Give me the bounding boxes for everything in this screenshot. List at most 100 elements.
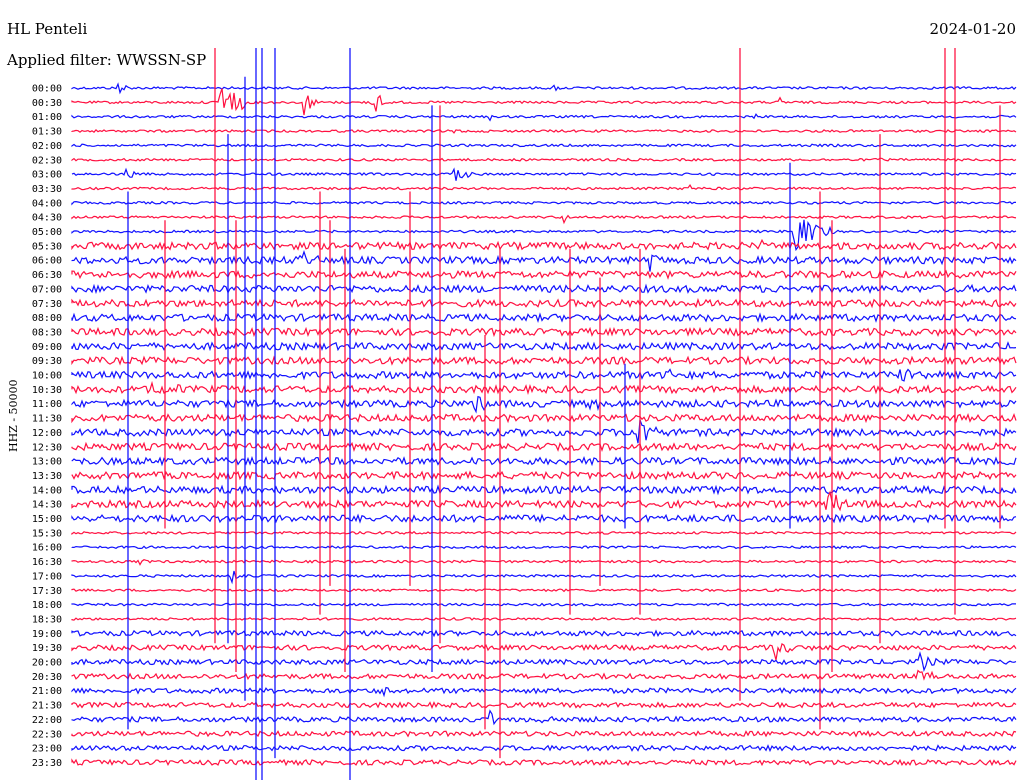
time-label: 12:30 [32, 442, 62, 453]
trace-row [71, 413, 1017, 424]
time-label: 19:00 [32, 629, 62, 640]
trace-row [71, 214, 1017, 225]
trace-row [71, 455, 1017, 467]
trace-row [71, 283, 1017, 295]
trace-row [71, 730, 1017, 738]
trace-row [71, 686, 1017, 698]
time-label: 15:00 [32, 514, 62, 525]
time-label: 17:30 [32, 586, 62, 597]
time-label: 10:00 [32, 371, 62, 382]
trace-row [71, 570, 1017, 585]
time-label: 11:00 [32, 399, 62, 410]
time-label: 20:00 [32, 658, 62, 669]
trace-row [71, 629, 1017, 638]
time-label: 05:00 [32, 227, 62, 238]
time-label: 18:00 [32, 600, 62, 611]
trace-row [71, 669, 1017, 681]
trace-row [71, 709, 1017, 726]
time-label: 03:30 [32, 184, 62, 195]
time-label: 00:00 [32, 84, 62, 95]
time-labels: 00:00 00:30 01:00 01:30 02:00 02:30 03:00 03:30… [32, 84, 62, 769]
time-label: 19:30 [32, 643, 62, 654]
trace-row [71, 167, 1017, 181]
trace-row [71, 184, 1017, 191]
trace-row [71, 530, 1017, 535]
trace-row [71, 368, 1017, 382]
time-label: 03:00 [32, 170, 62, 181]
trace-row [71, 250, 1017, 272]
time-label: 06:30 [32, 270, 62, 281]
trace-row [71, 602, 1016, 607]
trace-row [71, 129, 1017, 134]
time-label: 14:00 [32, 485, 62, 496]
time-label: 20:30 [32, 672, 62, 683]
trace-row [71, 419, 1017, 444]
time-label: 00:30 [32, 98, 62, 109]
time-label: 13:00 [32, 457, 62, 468]
time-label: 06:00 [32, 256, 62, 267]
trace-row [71, 513, 1017, 524]
trace-row [71, 490, 1017, 512]
trace-row [71, 269, 1017, 280]
trace-row [71, 143, 1017, 148]
time-label: 05:30 [32, 241, 62, 252]
time-label: 04:30 [32, 213, 62, 224]
time-label: 23:30 [32, 758, 62, 769]
trace-row [71, 200, 1017, 206]
date-label: 2024-01-20 [929, 20, 1016, 38]
trace-row [71, 238, 1017, 251]
seismic-traces [71, 48, 1017, 780]
trace-row [71, 559, 1016, 566]
trace-row [71, 588, 1017, 593]
time-label: 23:00 [32, 744, 62, 755]
time-label: 07:00 [32, 284, 62, 295]
time-label: 09:00 [32, 342, 62, 353]
time-label: 08:00 [32, 313, 62, 324]
time-label: 07:30 [32, 299, 62, 310]
time-label: 22:30 [32, 729, 62, 740]
trace-row [71, 484, 1017, 496]
trace-row [71, 157, 1017, 162]
time-label: 16:00 [32, 543, 62, 554]
trace-row [71, 616, 1017, 621]
trace-row [71, 297, 1017, 309]
time-label: 13:30 [32, 471, 62, 482]
trace-row [71, 545, 1017, 550]
time-label: 18:30 [32, 614, 62, 625]
trace-row [71, 82, 1017, 95]
time-label: 02:30 [32, 155, 62, 166]
time-label: 14:30 [32, 500, 62, 511]
trace-row [71, 651, 1017, 673]
trace-row [71, 88, 1017, 116]
trace-row [71, 642, 1017, 661]
time-label: 21:30 [32, 701, 62, 712]
trace-row [71, 744, 1017, 753]
time-label: 08:30 [32, 327, 62, 338]
time-label: 02:00 [32, 141, 62, 152]
trace-row [71, 113, 1017, 122]
trace-row [71, 341, 1017, 352]
trace-row [71, 312, 1017, 324]
trace-row [71, 701, 1017, 710]
trace-row [71, 758, 1017, 767]
time-label: 22:00 [32, 715, 62, 726]
time-label: 15:30 [32, 528, 62, 539]
time-label: 11:30 [32, 414, 62, 425]
trace-row [71, 355, 1017, 366]
time-label: 16:30 [32, 557, 62, 568]
time-label: 21:00 [32, 686, 62, 697]
time-label: 01:30 [32, 127, 62, 138]
trace-row [71, 326, 1017, 338]
time-label: 01:00 [32, 112, 62, 123]
station-name: HL Penteli [7, 20, 88, 38]
time-label: 09:30 [32, 356, 62, 367]
trace-row [71, 441, 1017, 453]
time-label: 12:00 [32, 428, 62, 439]
trace-row [71, 470, 1017, 481]
time-label: 04:00 [32, 198, 62, 209]
filter-label: Applied filter: WWSSN-SP [7, 51, 207, 69]
time-label: 17:00 [32, 571, 62, 582]
trace-row [71, 380, 1017, 395]
trace-row [71, 395, 1017, 414]
